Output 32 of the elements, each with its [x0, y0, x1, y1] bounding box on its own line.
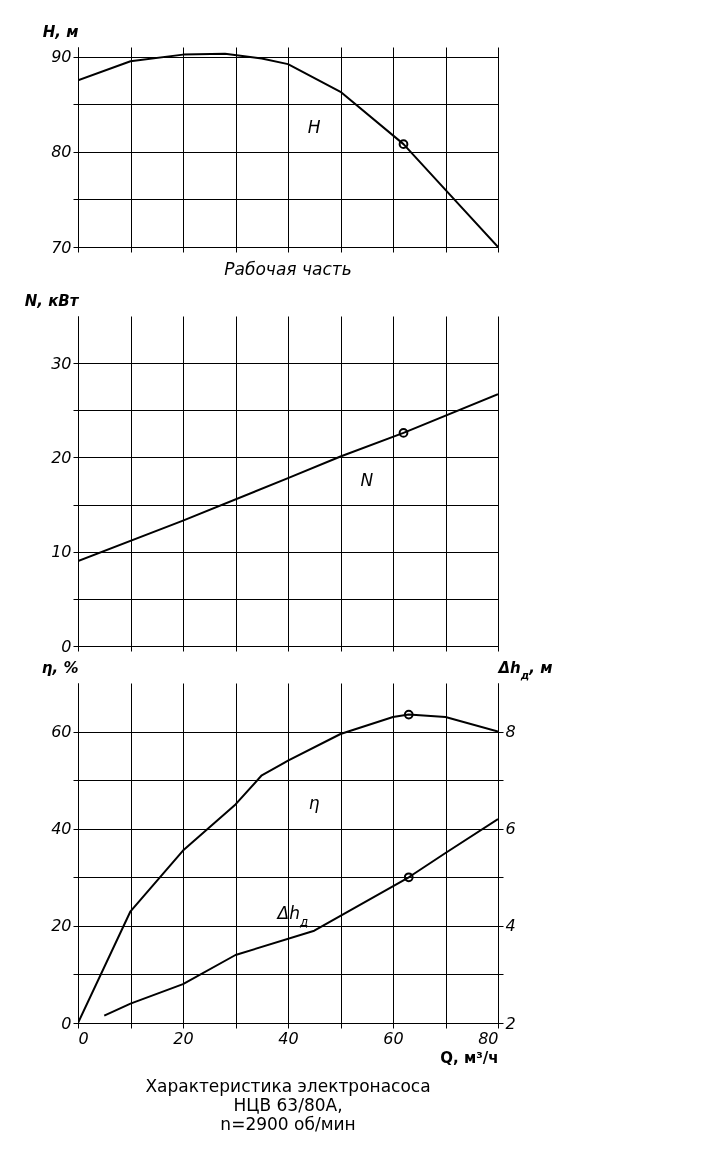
y-tick-label: 20 — [51, 916, 72, 936]
series-label: H — [307, 116, 321, 137]
y-tick-label: 70 — [51, 237, 72, 257]
x-tick-label: 60 — [383, 1028, 404, 1048]
y-tick-label: 40 — [51, 819, 72, 839]
y-tick-label: 0 — [61, 1013, 72, 1033]
y2-tick-label: 2 — [505, 1013, 516, 1033]
y-tick-label: 10 — [51, 542, 72, 562]
y2-tick-label: 6 — [505, 819, 516, 839]
y-tick-label: 0 — [61, 636, 72, 656]
x-axis-title: Q, м³/ч — [440, 1048, 499, 1067]
y-tick-label: 20 — [51, 447, 72, 467]
text: η — [308, 793, 320, 814]
text: n=2900 об/мин — [220, 1114, 356, 1134]
y-tick-label: 30 — [51, 353, 72, 373]
text: Рабочая часть — [224, 259, 352, 279]
y2-tick-label: 8 — [505, 722, 516, 742]
x-tick-label: 20 — [173, 1028, 194, 1048]
y-tick-label: 60 — [51, 722, 72, 742]
y2-axis-title: Δh$_{д}$, м — [497, 658, 553, 681]
x-tick-label: 0 — [78, 1028, 89, 1048]
y-tick-label: 90 — [51, 47, 72, 67]
text: НЦВ 63/80А, — [233, 1095, 343, 1115]
y-axis-title: N, кВт — [24, 291, 80, 310]
x-tick-label: 40 — [278, 1028, 299, 1048]
y-axis-title: Н, м — [42, 22, 79, 41]
series-label: N — [360, 470, 374, 490]
text: Характеристика электронасоса — [145, 1076, 431, 1096]
x-tick-label: 80 — [478, 1028, 499, 1048]
y-axis-title: η, % — [41, 658, 79, 677]
y-tick-label: 80 — [51, 142, 72, 162]
y2-tick-label: 4 — [505, 916, 516, 936]
